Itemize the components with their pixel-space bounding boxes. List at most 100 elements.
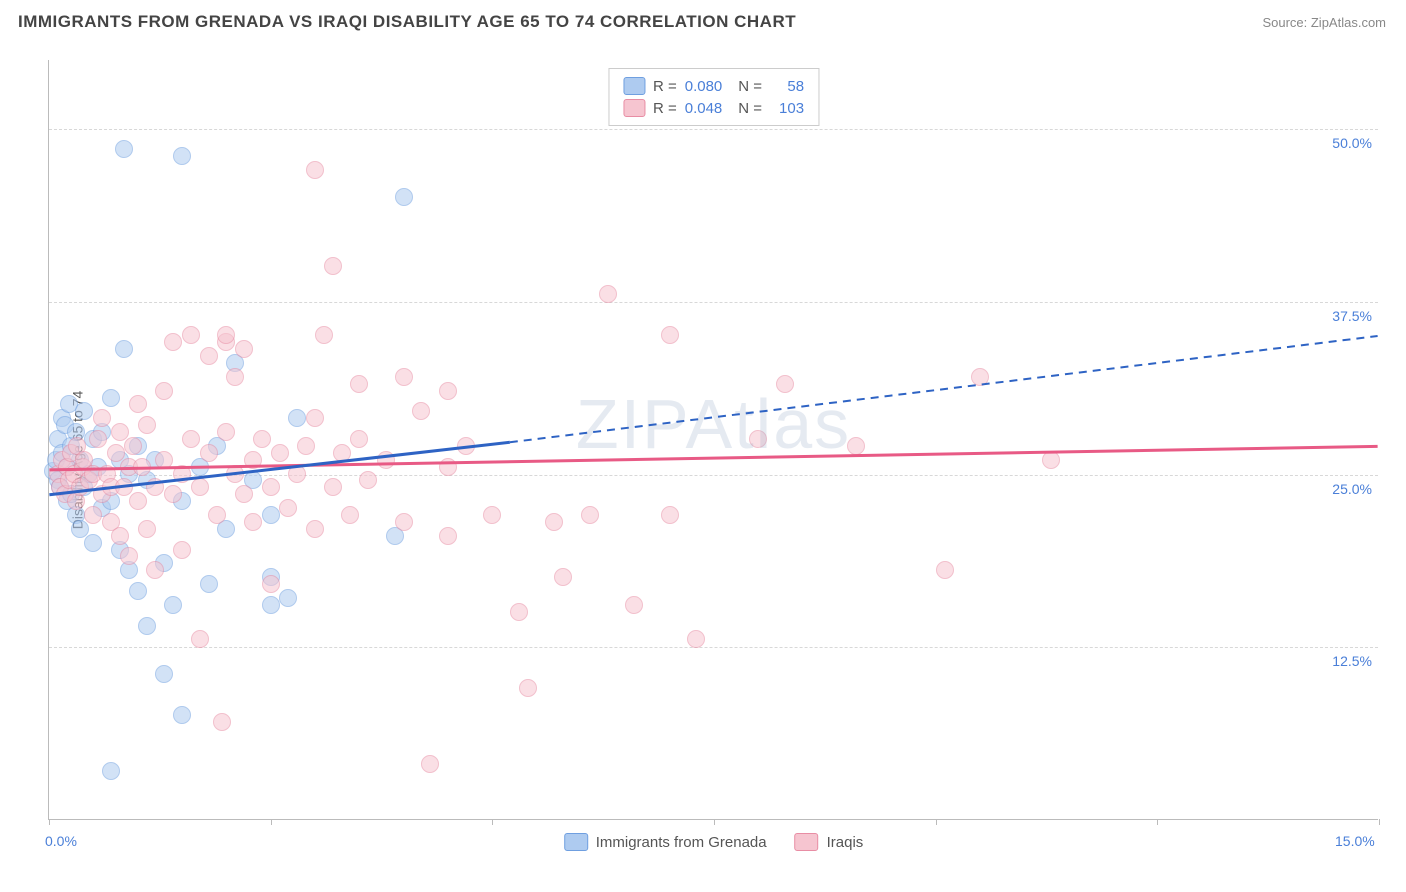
scatter-point <box>687 630 705 648</box>
legend-n-grenada: 58 <box>770 78 804 95</box>
scatter-point <box>138 617 156 635</box>
scatter-point <box>129 582 147 600</box>
scatter-point <box>581 506 599 524</box>
scatter-point <box>217 423 235 441</box>
scatter-point <box>217 326 235 344</box>
scatter-point <box>173 147 191 165</box>
scatter-point <box>155 382 173 400</box>
scatter-point <box>124 437 142 455</box>
scatter-point <box>120 547 138 565</box>
scatter-point <box>661 506 679 524</box>
legend-label: Immigrants from Grenada <box>596 834 767 851</box>
scatter-point <box>138 520 156 538</box>
legend-row-iraqis: R = 0.048 N = 103 <box>623 97 804 119</box>
legend-n-iraqis: 103 <box>770 100 804 117</box>
scatter-point <box>545 513 563 531</box>
legend-bottom-item: Iraqis <box>795 833 864 851</box>
scatter-point <box>483 506 501 524</box>
scatter-point <box>84 506 102 524</box>
scatter-point <box>324 478 342 496</box>
scatter-point <box>138 416 156 434</box>
scatter-point <box>93 409 111 427</box>
scatter-point <box>306 520 324 538</box>
x-tick <box>271 819 272 825</box>
plot-area: ZIPAtlas R = 0.080 N = 58 R = 0.048 N = … <box>48 60 1378 820</box>
scatter-point <box>226 368 244 386</box>
legend-bottom-item: Immigrants from Grenada <box>564 833 767 851</box>
scatter-point <box>776 375 794 393</box>
scatter-point <box>133 458 151 476</box>
scatter-point <box>235 340 253 358</box>
scatter-point <box>173 706 191 724</box>
legend-r-label: R = <box>653 100 677 117</box>
scatter-point <box>1042 451 1060 469</box>
scatter-point <box>625 596 643 614</box>
scatter-point <box>395 513 413 531</box>
gridline <box>49 647 1378 648</box>
scatter-point <box>191 478 209 496</box>
scatter-point <box>377 451 395 469</box>
scatter-point <box>89 430 107 448</box>
scatter-point <box>315 326 333 344</box>
chart-header: IMMIGRANTS FROM GRENADA VS IRAQI DISABIL… <box>0 0 1406 40</box>
scatter-point <box>244 451 262 469</box>
x-tick <box>492 819 493 825</box>
scatter-point <box>333 444 351 462</box>
scatter-point <box>200 575 218 593</box>
scatter-point <box>395 188 413 206</box>
scatter-point <box>129 492 147 510</box>
scatter-point <box>164 333 182 351</box>
scatter-point <box>288 409 306 427</box>
y-tick-label: 50.0% <box>1332 135 1372 151</box>
scatter-point <box>182 326 200 344</box>
scatter-point <box>439 458 457 476</box>
scatter-point <box>155 665 173 683</box>
scatter-point <box>115 340 133 358</box>
chart-wrap: Disability Age 65 to 74 ZIPAtlas R = 0.0… <box>0 40 1406 880</box>
x-tick <box>936 819 937 825</box>
scatter-point <box>146 478 164 496</box>
scatter-point <box>661 326 679 344</box>
scatter-point <box>75 402 93 420</box>
scatter-point <box>213 713 231 731</box>
scatter-point <box>200 444 218 462</box>
scatter-point <box>510 603 528 621</box>
x-tick-label: 15.0% <box>1335 833 1375 849</box>
scatter-point <box>439 382 457 400</box>
scatter-point <box>297 437 315 455</box>
scatter-point <box>847 437 865 455</box>
scatter-point <box>936 561 954 579</box>
scatter-point <box>173 541 191 559</box>
scatter-point <box>235 485 253 503</box>
scatter-point <box>279 589 297 607</box>
chart-title: IMMIGRANTS FROM GRENADA VS IRAQI DISABIL… <box>18 12 796 32</box>
scatter-point <box>395 368 413 386</box>
scatter-point <box>226 465 244 483</box>
y-tick-label: 37.5% <box>1332 308 1372 324</box>
scatter-point <box>155 451 173 469</box>
scatter-point <box>262 596 280 614</box>
legend-swatch <box>795 833 819 851</box>
scatter-point <box>439 527 457 545</box>
scatter-point <box>102 762 120 780</box>
legend-swatch <box>564 833 588 851</box>
scatter-point <box>324 257 342 275</box>
scatter-point <box>306 409 324 427</box>
trend-lines-svg <box>49 60 1378 819</box>
scatter-point <box>262 575 280 593</box>
scatter-point <box>359 471 377 489</box>
scatter-point <box>341 506 359 524</box>
scatter-point <box>599 285 617 303</box>
swatch-grenada <box>623 77 645 95</box>
x-tick <box>1157 819 1158 825</box>
x-tick-label: 0.0% <box>45 833 77 849</box>
legend-r-grenada: 0.080 <box>685 78 723 95</box>
gridline <box>49 302 1378 303</box>
scatter-point <box>554 568 572 586</box>
legend-n-label: N = <box>738 100 762 117</box>
scatter-point <box>279 499 297 517</box>
scatter-point <box>519 679 537 697</box>
legend-n-label: N = <box>738 78 762 95</box>
scatter-point <box>412 402 430 420</box>
scatter-point <box>421 755 439 773</box>
